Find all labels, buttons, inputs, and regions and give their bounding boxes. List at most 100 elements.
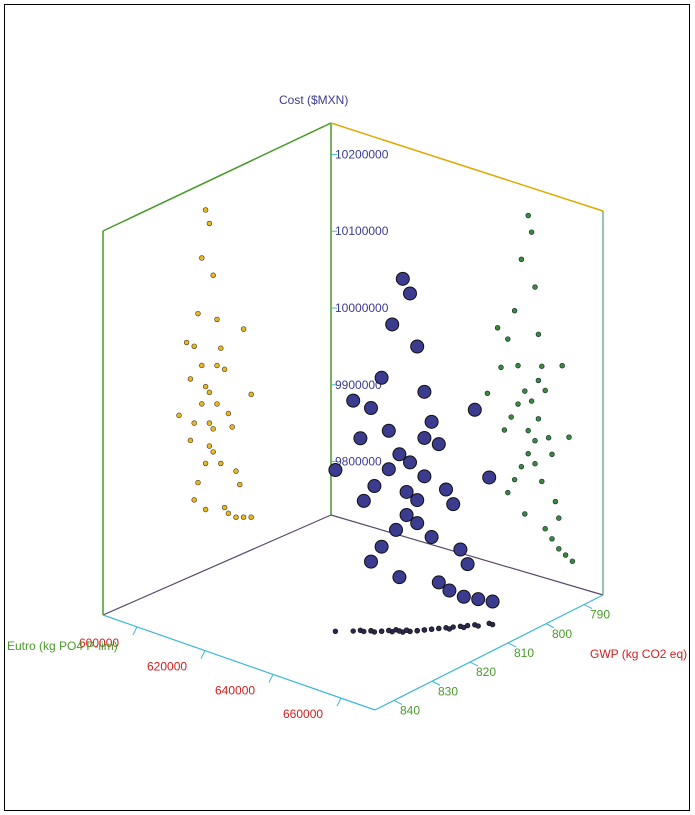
projection-point-yellow: [214, 401, 220, 407]
data-point: [395, 271, 410, 286]
projection-point-green: [535, 377, 542, 384]
data-point: [424, 414, 439, 429]
projection-point-green: [552, 498, 559, 505]
data-point: [374, 370, 389, 385]
projection-point-floor: [436, 625, 442, 632]
projection-point-floor: [489, 621, 496, 628]
projection-point-green: [505, 336, 511, 342]
gwp-tick: [507, 642, 517, 648]
projection-point-floor: [332, 628, 339, 634]
projection-point-yellow: [195, 310, 201, 317]
data-point: [417, 469, 432, 484]
projection-point-green: [539, 478, 545, 485]
projection-point-green: [522, 511, 528, 517]
projection-point-floor: [378, 628, 385, 634]
projection-point-yellow: [225, 410, 232, 417]
projection-point-yellow: [240, 326, 247, 332]
data-point: [453, 542, 468, 557]
projection-point-green: [505, 489, 511, 496]
projection-point-green: [542, 526, 548, 532]
projection-point-yellow: [225, 510, 232, 517]
projection-point-green: [539, 363, 545, 369]
data-point: [381, 423, 396, 438]
floor-front-left: [102, 614, 376, 711]
data-point: [442, 583, 457, 598]
projection-point-yellow: [218, 345, 224, 351]
projection-point-green: [528, 229, 535, 235]
projection-point-yellow: [214, 362, 220, 369]
projection-point-green: [532, 284, 538, 290]
projection-point-green: [569, 558, 576, 564]
projection-point-yellow: [233, 514, 239, 520]
projection-point-floor: [386, 627, 392, 634]
data-point: [403, 455, 417, 470]
gwp-tick: [469, 661, 479, 667]
projection-point-green: [535, 331, 542, 338]
gwp-tick-label: 790: [590, 608, 610, 622]
projection-point-yellow: [214, 316, 220, 323]
projection-point-floor: [396, 628, 403, 634]
cost-tick-label: 10200000: [335, 147, 389, 161]
projection-point-yellow: [206, 220, 213, 227]
projection-point-green: [525, 212, 531, 219]
data-point: [328, 463, 343, 478]
data-point: [417, 430, 432, 445]
projection-point-green: [545, 435, 552, 441]
gwp-tick: [393, 699, 403, 705]
data-point: [403, 286, 417, 301]
projection-point-yellow: [221, 366, 228, 373]
projection-point-green: [559, 363, 565, 369]
projection-point-floor: [475, 623, 481, 629]
projection-point-yellow: [206, 420, 213, 426]
data-points: [176, 207, 576, 635]
projection-point-yellow: [221, 504, 228, 511]
chart-frame: 9800000 9900000 10000000 10100000 10200000 60…: [4, 4, 690, 811]
projection-point-floor: [350, 628, 356, 634]
projection-point-green: [518, 256, 525, 263]
eutro-tick-label: 640000: [215, 683, 255, 697]
projection-point-floor: [428, 626, 435, 632]
projection-point-green: [494, 325, 501, 331]
projection-point-green: [549, 451, 555, 458]
projection-point-yellow: [202, 506, 209, 513]
projection-point-yellow: [218, 460, 224, 467]
gwp-axis-title: GWP (kg CO2 eq): [590, 647, 687, 661]
projection-point-green: [535, 416, 542, 422]
projection-point-floor: [361, 628, 367, 635]
data-point: [410, 339, 425, 354]
eutro-tick: [132, 626, 138, 636]
projection-point-green: [566, 434, 572, 440]
cost-tick-label: 10100000: [335, 224, 389, 238]
projection-point-yellow: [202, 460, 209, 467]
data-point: [424, 530, 439, 545]
tick-marks: 9800000 9900000 10000000 10100000 10200000 60…: [79, 147, 610, 721]
floor-back-left: [102, 514, 332, 616]
data-point: [482, 470, 497, 485]
projection-point-yellow: [210, 449, 216, 455]
data-point: [439, 482, 453, 497]
data-point: [381, 462, 396, 477]
projection-point-yellow: [183, 339, 190, 346]
projection-point-yellow: [176, 412, 182, 419]
eutro-tick-label: 660000: [283, 707, 323, 721]
projection-point-yellow: [202, 207, 209, 213]
projection-point-floor: [403, 627, 410, 633]
data-point: [353, 431, 368, 446]
axis-box: [102, 122, 604, 711]
data-point: [471, 592, 486, 607]
eutro-tick: [336, 697, 342, 707]
cost-tick-label: 9800000: [335, 455, 382, 469]
data-point: [367, 479, 382, 494]
axis-labels: Cost ($MXN) Eutro (kg PO4 P-lim) GWP (kg…: [7, 93, 687, 661]
projection-point-yellow: [199, 255, 205, 261]
projection-point-floor: [414, 627, 420, 634]
gwp-tick: [583, 604, 593, 610]
eutro-tick-label: 620000: [147, 660, 187, 674]
projection-point-yellow: [191, 343, 197, 349]
projection-point-green: [511, 476, 518, 483]
right-top-edge: [330, 122, 604, 212]
data-point: [410, 516, 425, 531]
eutro-tick-label: 600000: [79, 636, 119, 650]
projection-point-green: [501, 427, 508, 433]
data-point: [410, 493, 425, 508]
